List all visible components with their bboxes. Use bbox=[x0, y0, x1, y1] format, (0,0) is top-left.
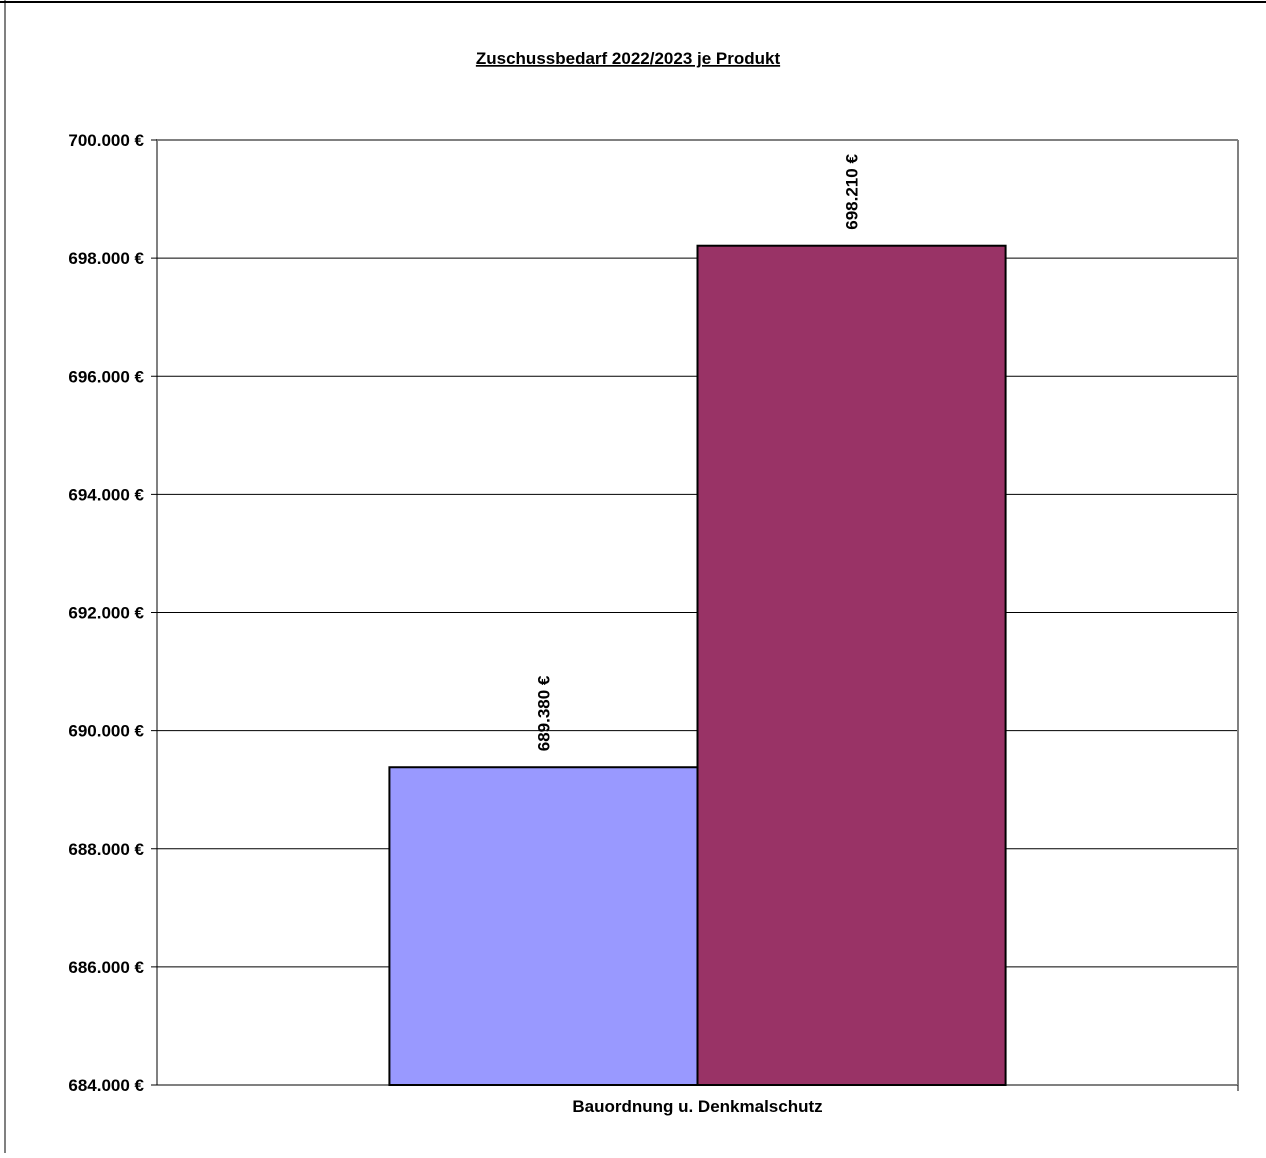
data-label: 698.210 € bbox=[843, 154, 862, 230]
y-tick-label: 690.000 € bbox=[68, 722, 144, 741]
y-tick-label: 688.000 € bbox=[68, 840, 144, 859]
y-tick-label: 698.000 € bbox=[68, 249, 144, 268]
y-tick-label: 700.000 € bbox=[68, 131, 144, 150]
data-labels: 689.380 € 698.210 € bbox=[534, 154, 861, 752]
y-tick-label: 696.000 € bbox=[68, 367, 144, 386]
y-axis-ticks: 684.000 € 686.000 € 688.000 € 690.000 € 692.… bbox=[68, 131, 157, 1095]
axes bbox=[156, 139, 1239, 1091]
chart-title: Zuschussbedarf 2022/2023 je Produkt bbox=[476, 49, 781, 68]
y-tick-label: 692.000 € bbox=[68, 604, 144, 623]
y-tick-label: 694.000 € bbox=[68, 485, 144, 504]
bar bbox=[696, 244, 1007, 1087]
y-tick-label: 684.000 € bbox=[68, 1076, 144, 1095]
y-tick-label: 686.000 € bbox=[68, 958, 144, 977]
x-category-label: Bauordnung u. Denkmalschutz bbox=[572, 1097, 822, 1116]
data-label: 689.380 € bbox=[534, 675, 553, 751]
x-axis-labels: Bauordnung u. Denkmalschutz bbox=[572, 1097, 822, 1116]
bar bbox=[388, 766, 699, 1087]
bars bbox=[388, 244, 1007, 1087]
